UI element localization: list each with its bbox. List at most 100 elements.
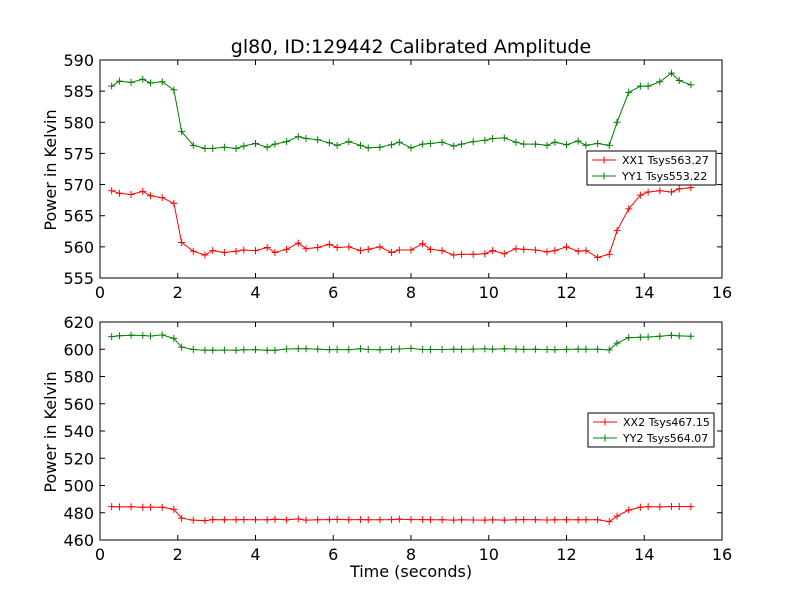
legend-marker: [601, 418, 609, 426]
data-point: [127, 331, 135, 339]
data-point: [189, 141, 197, 149]
data-point: [481, 516, 489, 524]
legend-label: YY2 Tsys564.07: [622, 432, 708, 445]
x-tick-label: 8: [406, 283, 416, 302]
data-point: [201, 517, 209, 525]
data-point: [489, 516, 497, 524]
data-point: [147, 192, 155, 200]
y-axis-label: Power in Kelvin: [41, 371, 60, 492]
data-point: [158, 194, 166, 202]
data-point: [376, 346, 384, 354]
data-point: [333, 346, 341, 354]
data-point: [500, 345, 508, 353]
data-point: [395, 246, 403, 254]
data-point: [469, 250, 477, 258]
data-point: [158, 78, 166, 86]
data-point: [283, 245, 291, 253]
x-tick-label: 16: [712, 283, 732, 302]
data-point: [625, 334, 633, 342]
data-point: [426, 346, 434, 354]
x-tick-label: 10: [479, 283, 499, 302]
data-point: [407, 516, 415, 524]
data-point: [563, 243, 570, 251]
data-point: [240, 142, 248, 150]
data-point: [201, 144, 209, 152]
data-point: [450, 142, 458, 150]
legend-label: XX2 Tsys467.15: [623, 416, 710, 429]
data-point: [147, 332, 155, 340]
data-point: [656, 78, 664, 86]
data-point: [252, 247, 259, 255]
legend: XX1 Tsys563.27 YY1 Tsys553.22: [586, 150, 717, 186]
data-point: [189, 516, 197, 524]
x-axis-label: Time (seconds): [349, 562, 472, 581]
data-point: [345, 346, 353, 354]
data-point: [376, 243, 384, 251]
data-point: [115, 503, 123, 511]
data-point: [644, 503, 652, 511]
legend-entry: YY2 Tsys564.07: [593, 432, 708, 445]
data-point: [302, 245, 310, 253]
data-point: [271, 140, 279, 148]
data-point: [115, 189, 123, 197]
data-point: [469, 345, 477, 353]
data-point: [512, 345, 520, 353]
data-point: [458, 140, 466, 148]
data-point: [283, 345, 291, 353]
data-point: [531, 516, 539, 524]
data-point: [636, 503, 644, 511]
data-point: [605, 250, 613, 258]
data-point: [240, 516, 248, 524]
data-point: [302, 516, 310, 524]
data-point: [489, 134, 497, 142]
data-point: [458, 250, 466, 258]
data-point: [520, 516, 528, 524]
data-point: [271, 248, 279, 256]
data-point: [170, 334, 178, 342]
data-point: [438, 247, 446, 255]
data-point: [675, 77, 683, 85]
data-point: [170, 86, 178, 94]
legend-box: [586, 150, 717, 186]
data-point: [147, 503, 155, 511]
data-point: [232, 144, 240, 152]
data-point: [356, 247, 364, 255]
data-point: [625, 506, 633, 514]
data-point: [388, 345, 396, 353]
y-tick-label: 460: [63, 531, 94, 550]
data-point: [158, 331, 166, 339]
data-point: [675, 185, 683, 193]
data-point: [489, 345, 497, 353]
y-tick-label: 540: [63, 422, 94, 441]
data-point: [512, 245, 520, 253]
y-tick-label: 580: [63, 368, 94, 387]
data-point: [325, 346, 333, 354]
data-point: [115, 332, 123, 340]
plot-area: 0 2 4 6 8 10 12 14 16 460 480 500 520 540 560 580 600 620…: [63, 313, 732, 564]
data-point: [520, 245, 528, 253]
data-point: [419, 516, 427, 524]
data-point: [426, 516, 434, 524]
data-point: [139, 75, 147, 83]
data-point: [407, 344, 415, 352]
data-point: [563, 345, 570, 353]
data-point: [543, 248, 551, 256]
data-point: [115, 77, 123, 85]
data-point: [139, 503, 147, 511]
data-point: [636, 82, 644, 90]
data-point: [345, 243, 353, 251]
data-point: [543, 516, 551, 524]
legend-marker: [601, 434, 609, 442]
data-point: [209, 516, 217, 524]
data-point: [574, 137, 582, 145]
data-point: [314, 243, 322, 251]
legend-label: YY1 Tsys553.22: [621, 170, 707, 183]
data-point: [240, 246, 248, 254]
data-point: [500, 134, 508, 142]
x-tick-label: 6: [328, 283, 338, 302]
data-point: [294, 133, 302, 141]
series-0: [108, 502, 695, 526]
legend-marker: [600, 172, 608, 180]
data-point: [594, 139, 602, 147]
data-point: [605, 141, 613, 149]
